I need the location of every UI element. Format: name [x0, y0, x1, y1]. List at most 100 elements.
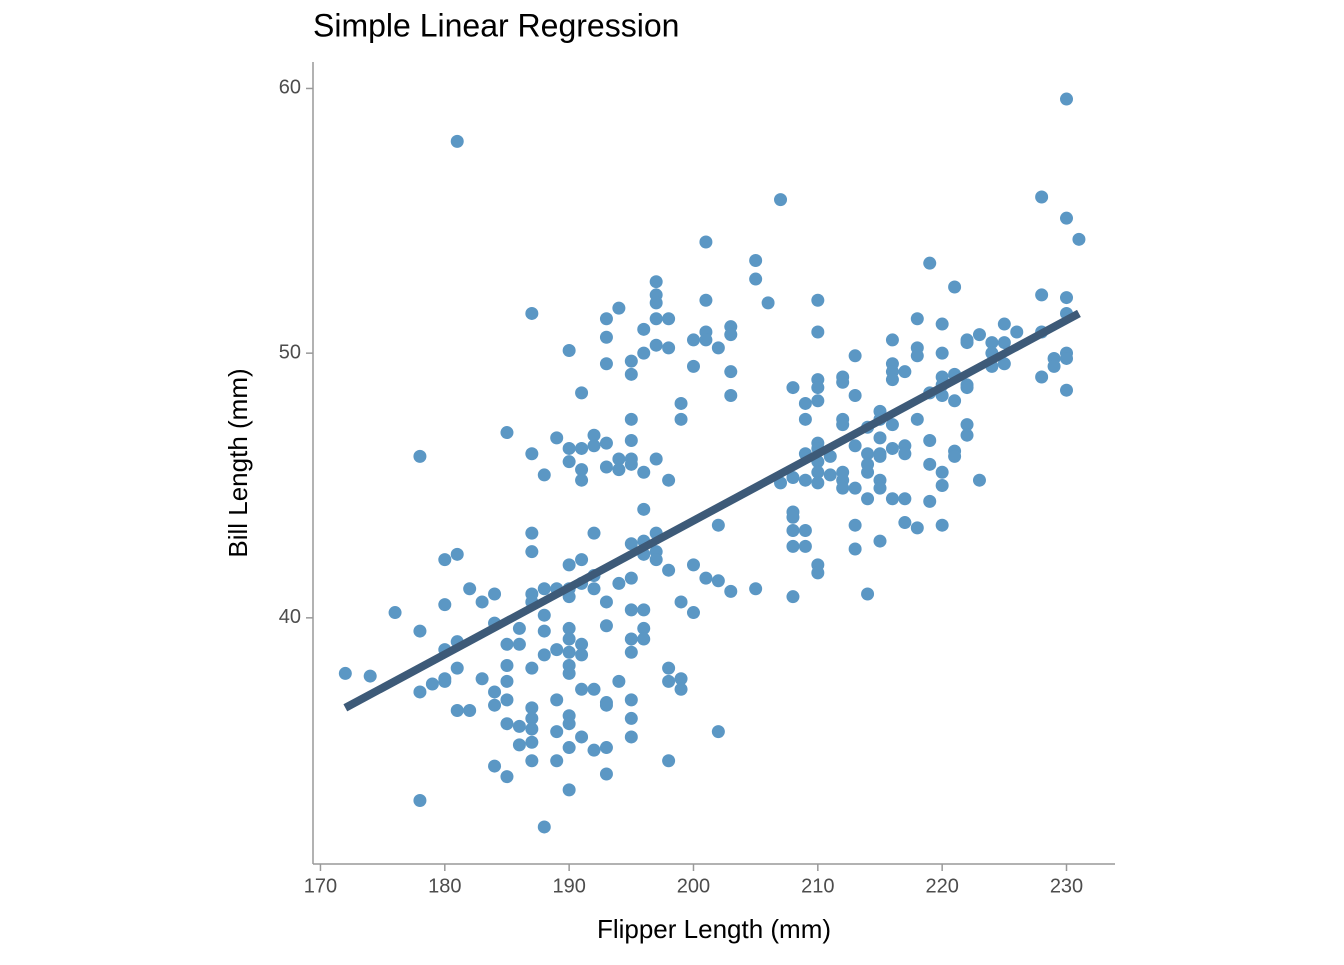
point: [500, 693, 514, 707]
point: [972, 328, 986, 342]
point: [438, 674, 452, 688]
y-tick-label: 40: [279, 606, 301, 628]
point: [450, 547, 464, 561]
point: [960, 336, 974, 350]
point: [525, 545, 539, 559]
point: [537, 624, 551, 638]
point: [848, 542, 862, 556]
point: [823, 468, 837, 482]
point: [848, 349, 862, 363]
point: [811, 465, 825, 479]
point: [463, 703, 477, 717]
point: [948, 449, 962, 463]
point: [662, 312, 676, 326]
point: [1035, 190, 1049, 204]
point: [637, 603, 651, 617]
point: [798, 412, 812, 426]
point: [575, 648, 589, 662]
point: [413, 793, 427, 807]
point: [525, 701, 539, 715]
point: [562, 455, 576, 469]
point: [562, 441, 576, 455]
point: [898, 492, 912, 506]
point: [873, 449, 887, 463]
point: [885, 373, 899, 387]
point: [550, 725, 564, 739]
point: [724, 328, 738, 342]
point: [550, 693, 564, 707]
point: [413, 449, 427, 463]
point: [786, 510, 800, 524]
point: [848, 389, 862, 403]
point: [910, 412, 924, 426]
point: [525, 306, 539, 320]
point: [587, 439, 601, 453]
point: [500, 674, 514, 688]
point: [575, 473, 589, 487]
point: [599, 436, 613, 450]
point: [475, 595, 489, 609]
point: [637, 346, 651, 360]
point: [811, 325, 825, 339]
point: [674, 682, 688, 696]
point: [562, 645, 576, 659]
x-tick-label: 190: [552, 875, 585, 897]
point: [674, 595, 688, 609]
point: [587, 526, 601, 540]
point: [1060, 351, 1074, 365]
point: [861, 465, 875, 479]
point: [413, 624, 427, 638]
point: [637, 502, 651, 516]
point: [450, 703, 464, 717]
x-axis-title: Flipper Length (mm): [597, 914, 831, 944]
point: [662, 341, 676, 355]
point: [711, 574, 725, 588]
point: [848, 439, 862, 453]
point: [662, 661, 676, 675]
point: [512, 621, 526, 635]
point: [624, 571, 638, 585]
point: [811, 566, 825, 580]
point: [550, 754, 564, 768]
point: [562, 621, 576, 635]
point: [599, 357, 613, 371]
point: [1060, 211, 1074, 225]
point: [662, 674, 676, 688]
point: [587, 428, 601, 442]
point: [612, 301, 626, 315]
point: [649, 452, 663, 466]
point: [587, 743, 601, 757]
point: [475, 672, 489, 686]
y-tick-label: 50: [279, 341, 301, 363]
point: [537, 468, 551, 482]
point: [674, 396, 688, 410]
point: [972, 473, 986, 487]
point: [599, 312, 613, 326]
point: [575, 553, 589, 567]
point: [363, 669, 377, 683]
point: [997, 336, 1011, 350]
point: [948, 394, 962, 408]
point: [1060, 291, 1074, 305]
point: [923, 434, 937, 448]
point: [575, 386, 589, 400]
point: [848, 518, 862, 532]
x-tick-label: 230: [1050, 875, 1083, 897]
point: [1047, 359, 1061, 373]
point: [575, 730, 589, 744]
point: [637, 621, 651, 635]
point: [724, 365, 738, 379]
point: [662, 563, 676, 577]
point: [388, 606, 402, 620]
point: [873, 534, 887, 548]
y-axis-title: Bill Length (mm): [223, 368, 253, 557]
point: [898, 447, 912, 461]
point: [612, 452, 626, 466]
point: [599, 767, 613, 781]
point: [649, 553, 663, 567]
point: [699, 571, 713, 585]
point: [935, 518, 949, 532]
x-tick-label: 180: [428, 875, 461, 897]
point: [786, 539, 800, 553]
